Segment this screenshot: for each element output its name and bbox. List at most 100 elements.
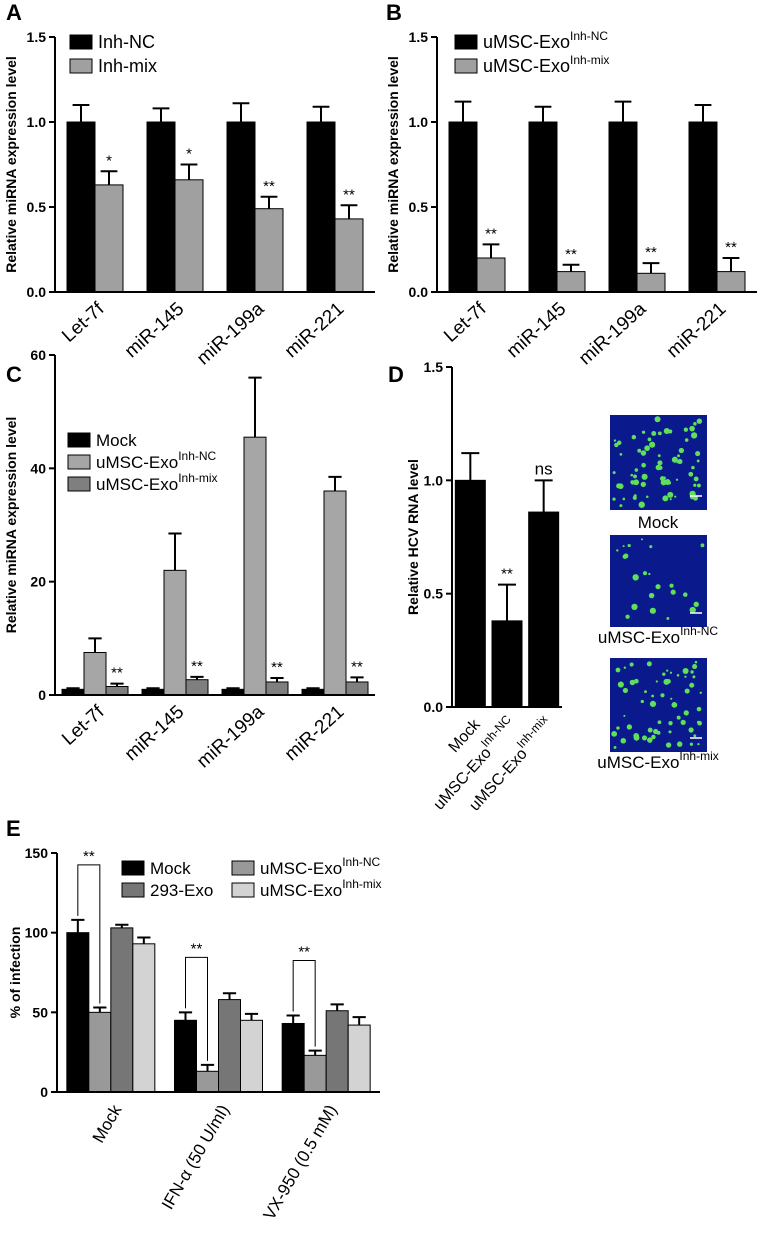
bar <box>716 271 746 293</box>
error-bar <box>137 936 151 944</box>
speckle <box>622 554 628 559</box>
bar <box>325 1010 349 1093</box>
legend-label: Inh-mix <box>98 56 157 76</box>
x-tick-label: miR-199a <box>193 298 269 369</box>
significance: ** <box>271 659 283 676</box>
legend-label-main: uMSC-Exo <box>483 32 570 52</box>
x-tick-label: IFN-α (50 U/ml) <box>158 1102 233 1213</box>
speckle <box>695 450 701 457</box>
speckle <box>612 497 616 501</box>
y-tick-label: 20 <box>30 574 46 590</box>
significance: ** <box>298 944 310 961</box>
error-bar <box>312 105 330 122</box>
speckle <box>641 430 646 434</box>
speckle <box>647 737 653 743</box>
y-tick-label: 1.0 <box>424 472 444 488</box>
image-caption: Mock <box>638 513 679 532</box>
image-caption: uMSC-ExoInh-NC <box>598 624 719 647</box>
speckle <box>619 453 623 456</box>
error-bar <box>190 675 204 680</box>
bracket <box>185 956 208 1061</box>
speckle <box>655 584 661 590</box>
speckle <box>692 664 698 670</box>
significance: ns <box>535 459 553 478</box>
significance: ** <box>565 246 577 263</box>
y-tick-label: 100 <box>25 925 49 941</box>
speckle <box>633 678 639 684</box>
error-bar <box>722 257 740 272</box>
speckle <box>640 699 644 704</box>
speckle <box>657 460 663 466</box>
speckle <box>640 481 646 488</box>
bar <box>185 679 209 696</box>
error-bar <box>286 1014 300 1024</box>
speckle <box>653 728 659 735</box>
x-tick-label: Let-7f <box>440 298 491 347</box>
speckle <box>642 571 648 576</box>
micrographs <box>610 415 707 752</box>
legend-label-main: uMSC-Exo <box>96 475 178 494</box>
speckle <box>647 727 653 733</box>
speckle <box>654 416 661 423</box>
legend-swatch <box>69 34 93 50</box>
speckle <box>611 730 618 737</box>
image-caption: uMSC-ExoInh-mix <box>597 749 719 772</box>
speckle <box>693 483 697 487</box>
error-bar <box>110 682 124 687</box>
speckle <box>669 583 674 588</box>
speckle <box>637 448 642 453</box>
speckle <box>649 441 656 448</box>
significance: * <box>106 152 112 169</box>
bar <box>528 511 560 708</box>
speckle <box>693 601 699 607</box>
speckle <box>666 617 670 620</box>
significance: ** <box>191 940 203 957</box>
legend-label-sup: Inh-NC <box>342 855 380 869</box>
bar <box>146 121 176 293</box>
speckle <box>612 471 616 475</box>
speckle <box>676 674 680 677</box>
legend-label-sup: Inh-mix <box>570 53 609 67</box>
speckle <box>620 737 627 744</box>
y-tick-label: 1.5 <box>409 29 429 45</box>
speckle <box>615 667 621 673</box>
legend-swatch <box>454 58 478 74</box>
legend-label: Mock <box>150 859 191 878</box>
y-tick-label: 0.0 <box>409 284 429 300</box>
speckle <box>684 438 689 442</box>
panel-label: C <box>6 362 22 387</box>
legend-label: uMSC-ExoInh-NC <box>483 29 608 52</box>
speckle <box>630 473 634 477</box>
speckle <box>670 697 673 700</box>
error-bar <box>534 105 552 122</box>
legend-swatch <box>454 34 478 50</box>
error-bar <box>694 104 712 122</box>
speckle <box>649 545 653 549</box>
speckle <box>696 706 702 712</box>
bar <box>491 620 523 708</box>
speckle <box>633 734 640 741</box>
speckle <box>690 670 694 674</box>
speckle <box>622 497 626 501</box>
bar <box>105 686 129 696</box>
y-tick-label: 0 <box>38 687 46 703</box>
y-tick-label: 60 <box>30 347 46 363</box>
y-tick-label: 50 <box>32 1004 48 1020</box>
bar <box>218 999 241 1093</box>
legend-swatch <box>121 882 145 898</box>
speckle <box>694 660 698 664</box>
speckle <box>633 474 637 479</box>
error-bar <box>222 992 237 1000</box>
error-bar <box>270 677 284 682</box>
bar <box>83 652 107 696</box>
error-bar <box>308 1049 322 1056</box>
error-bar <box>614 100 632 122</box>
speckle <box>616 726 620 730</box>
significance: * <box>186 146 192 163</box>
image-caption-sup: Inh-NC <box>680 624 718 638</box>
speckle <box>682 667 689 675</box>
speckle <box>688 727 694 733</box>
error-bar <box>71 918 85 933</box>
y-tick-label: 1.5 <box>27 29 47 45</box>
